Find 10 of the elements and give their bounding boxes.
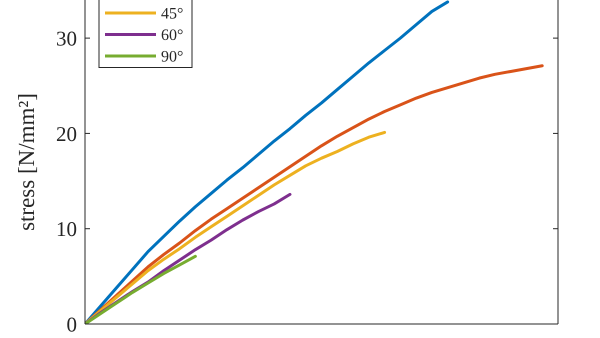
y-tick-label: 20 bbox=[56, 122, 77, 146]
y-tick-label: 30 bbox=[56, 26, 77, 50]
line-series bbox=[85, 130, 386, 324]
y-tick-label: 10 bbox=[56, 217, 77, 242]
legend-label: 90° bbox=[161, 48, 184, 66]
y-tick-label: 0 bbox=[66, 312, 77, 336]
legend-label: 60° bbox=[161, 27, 184, 44]
line-series bbox=[85, 254, 197, 324]
y-axis-title: stress [N/mm²] bbox=[14, 93, 39, 231]
legend-label: 45° bbox=[161, 6, 184, 23]
